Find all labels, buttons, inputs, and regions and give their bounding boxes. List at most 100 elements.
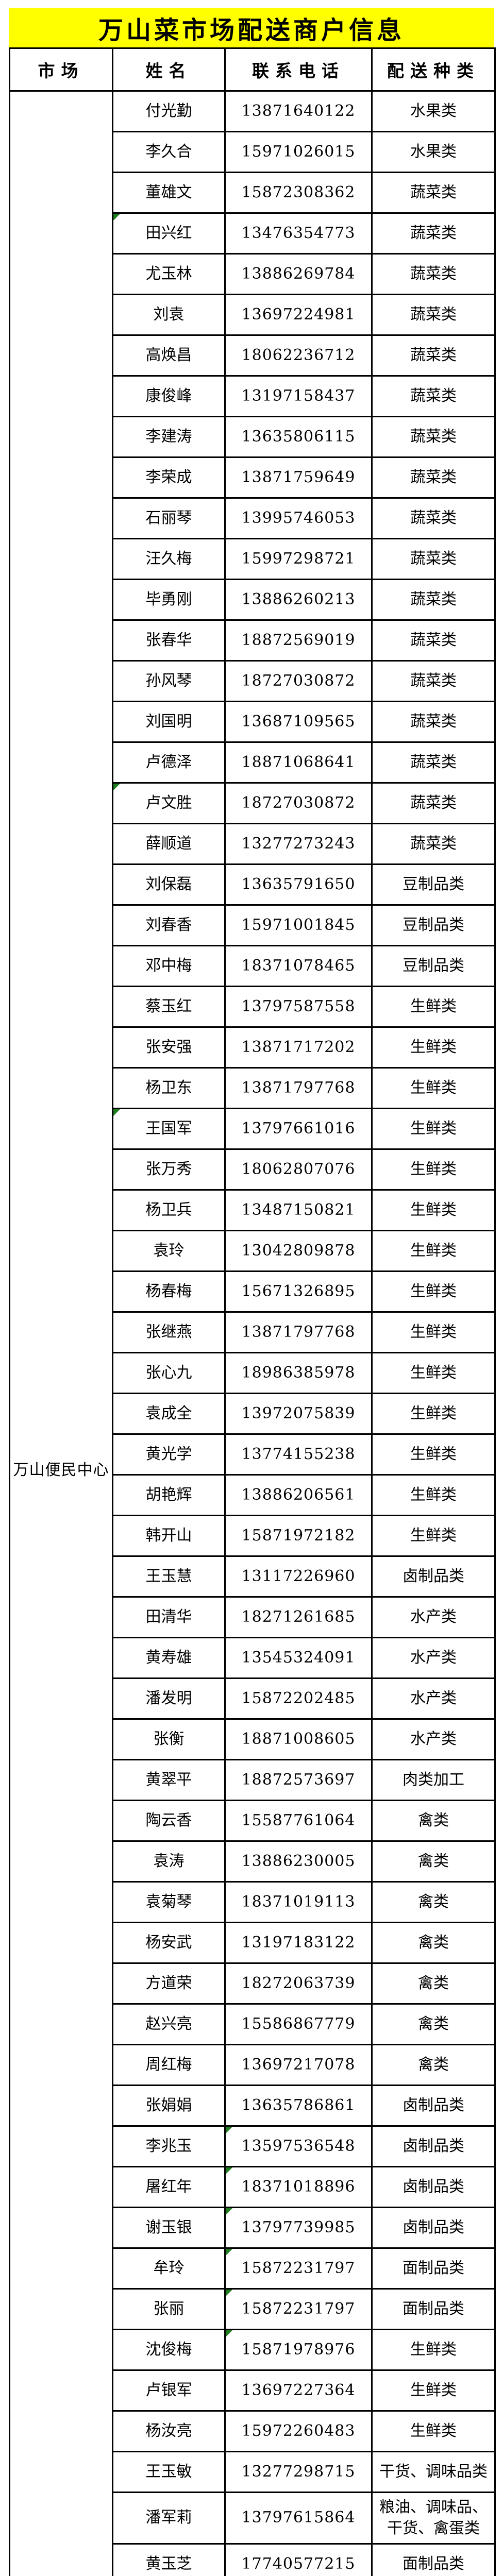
vendor-phone-cell: 18986385978 [224, 1352, 373, 1394]
vendor-category-cell: 卤制品类 [371, 1555, 496, 1598]
vendor-phone-cell: 13697224981 [224, 294, 373, 336]
vendor-phone-cell: 15871978976 [224, 2329, 373, 2371]
cell-error-marker-icon [226, 2290, 232, 2296]
vendor-name-cell: 田兴红 [112, 212, 226, 255]
vendor-name-cell: 黄光学 [112, 1433, 226, 1476]
vendor-phone-cell: 15872231797 [224, 2247, 373, 2290]
vendor-category-cell: 禽类 [371, 2044, 496, 2086]
vendor-category-cell: 生鲜类 [371, 1515, 496, 1557]
vendor-name-cell: 康俊峰 [112, 375, 226, 417]
vendor-category-cell: 卤制品类 [371, 2166, 496, 2208]
table-row: 卢德泽 18871068641 蔬菜类 [10, 741, 496, 784]
vendor-phone-cell: 18271261685 [224, 1596, 373, 1638]
table-row: 毕勇刚 13886260213 蔬菜类 [10, 579, 496, 621]
vendor-category-cell: 蔬菜类 [371, 375, 496, 417]
vendor-name-cell: 沈俊梅 [112, 2329, 226, 2371]
vendor-phone-cell: 13635786861 [224, 2084, 373, 2127]
table-row: 袁成全 13972075839 生鲜类 [10, 1393, 496, 1435]
vendor-category-cell: 禽类 [371, 1840, 496, 1883]
table-row: 袁菊琴 18371019113 禽类 [10, 1881, 496, 1923]
table-row: 张娟娟 13635786861 卤制品类 [10, 2084, 496, 2127]
vendor-phone-cell: 13635791650 [224, 863, 373, 906]
vendor-name-cell: 黄玉芝 [112, 2543, 226, 2576]
vendor-category-cell: 水产类 [371, 1718, 496, 1760]
vendor-phone-cell: 13995746053 [224, 497, 373, 539]
vendor-category-cell: 水产类 [371, 1637, 496, 1679]
table-row: 牟玲 15872231797 面制品类 [10, 2247, 496, 2290]
header-category: 配送种类 [371, 47, 496, 92]
table-row: 李建涛 13635806115 蔬菜类 [10, 416, 496, 458]
vendor-phone-cell: 18371078465 [224, 945, 373, 987]
vendor-phone-cell: 13871797768 [224, 1067, 373, 1109]
vendor-name-cell: 刘袁 [112, 294, 226, 336]
table-row: 张丽 15872231797 面制品类 [10, 2288, 496, 2330]
vendor-phone-cell: 13886260213 [224, 579, 373, 621]
vendor-category-cell: 肉类加工 [371, 1759, 496, 1801]
table-row: 杨卫东 13871797768 生鲜类 [10, 1067, 496, 1109]
vendor-name-cell: 牟玲 [112, 2247, 226, 2290]
table-row: 刘春香 15971001845 豆制品类 [10, 904, 496, 946]
vendor-phone-cell: 13871797768 [224, 1311, 373, 1353]
vendor-category-cell: 生鲜类 [371, 2410, 496, 2452]
vendor-category-cell: 蔬菜类 [371, 294, 496, 336]
vendor-phone-cell: 18062807076 [224, 1148, 373, 1191]
vendor-phone-cell: 13871717202 [224, 1026, 373, 1069]
table-row: 李荣成 13871759649 蔬菜类 [10, 456, 496, 499]
vendor-name-cell: 胡艳辉 [112, 1474, 226, 1516]
vendor-name-cell: 付光勤 [112, 90, 226, 132]
vendor-category-cell: 生鲜类 [371, 1433, 496, 1476]
vendor-phone-cell: 15871972182 [224, 1515, 373, 1557]
table-row: 张继燕 13871797768 生鲜类 [10, 1311, 496, 1353]
vendor-phone-cell: 13886230005 [224, 1840, 373, 1883]
sheet-title: 万山菜市场配送商户信息 [9, 8, 494, 47]
table-row: 胡艳辉 13886206561 生鲜类 [10, 1474, 496, 1516]
vendor-phone-cell: 13886206561 [224, 1474, 373, 1516]
cell-error-marker-icon [226, 2209, 232, 2215]
header-market: 市场 [9, 47, 113, 92]
table-row: 万山便民中心 付光勤 13871640122 水果类 [9, 90, 496, 2576]
vendor-phone-cell: 13197183122 [224, 1922, 373, 1964]
vendor-name-cell: 蔡玉红 [112, 986, 226, 1028]
table-row: 潘发明 15872202485 水产类 [10, 1677, 496, 1720]
vendor-category-cell: 蔬菜类 [371, 701, 496, 743]
vendor-category-cell: 禽类 [371, 1922, 496, 1964]
vendor-category-cell: 面制品类 [371, 2543, 496, 2576]
vendor-category-cell: 水果类 [371, 131, 496, 173]
market-merged-cell: 万山便民中心 [9, 90, 113, 2576]
vendor-phone-cell: 13476354773 [224, 212, 373, 255]
vendor-name-cell: 方道荣 [112, 1962, 226, 2005]
table-row: 袁涛 13886230005 禽类 [10, 1840, 496, 1883]
vendor-phone-cell: 18272063739 [224, 1962, 373, 2005]
header-row: 市场 姓名 联系电话 配送种类 [9, 47, 496, 92]
table-row: 汪久梅 15997298721 蔬菜类 [10, 538, 496, 580]
vendor-name-cell: 张娟娟 [112, 2084, 226, 2127]
vendor-name-cell: 张万秀 [112, 1148, 226, 1191]
vendor-phone-cell: 13597536548 [224, 2125, 373, 2167]
cell-error-marker-icon [226, 2249, 232, 2256]
vendor-category-cell: 生鲜类 [371, 2369, 496, 2412]
vendor-phone-cell: 13797587558 [224, 986, 373, 1028]
vendor-phone-cell: 15972260483 [224, 2410, 373, 2452]
table-row: 卢文胜 18727030872 蔬菜类 [10, 782, 496, 824]
vendor-name-cell: 李久合 [112, 131, 226, 173]
vendor-name-cell: 董雄文 [112, 172, 226, 214]
vendor-category-cell: 生鲜类 [371, 1474, 496, 1516]
table-row: 谢玉银 13797739985 卤制品类 [10, 2207, 496, 2249]
vendor-name-cell: 李荣成 [112, 456, 226, 499]
cell-error-marker-icon [114, 214, 120, 221]
table-row: 高焕昌 18062236712 蔬菜类 [10, 334, 496, 377]
table-row: 董雄文 15872308362 蔬菜类 [10, 172, 496, 214]
vendor-category-cell: 生鲜类 [371, 1393, 496, 1435]
table-row: 李兆玉 13597536548 卤制品类 [10, 2125, 496, 2167]
table-row: 沈俊梅 15871978976 生鲜类 [10, 2329, 496, 2371]
table-row: 陶云香 15587761064 禽类 [10, 1800, 496, 1842]
vendor-name-cell: 周红梅 [112, 2044, 226, 2086]
vendor-category-cell: 禽类 [371, 1800, 496, 1842]
vendor-category-cell: 卤制品类 [371, 2084, 496, 2127]
vendor-name-cell: 毕勇刚 [112, 579, 226, 621]
vendor-name-cell: 张丽 [112, 2288, 226, 2330]
vendor-phone-cell: 13277298715 [224, 2451, 373, 2493]
vendor-phone-cell: 15872308362 [224, 172, 373, 214]
vendor-category-cell: 粮油、调味品、干货、禽蛋类 [371, 2492, 496, 2545]
vendor-phone-cell: 13697227364 [224, 2369, 373, 2412]
